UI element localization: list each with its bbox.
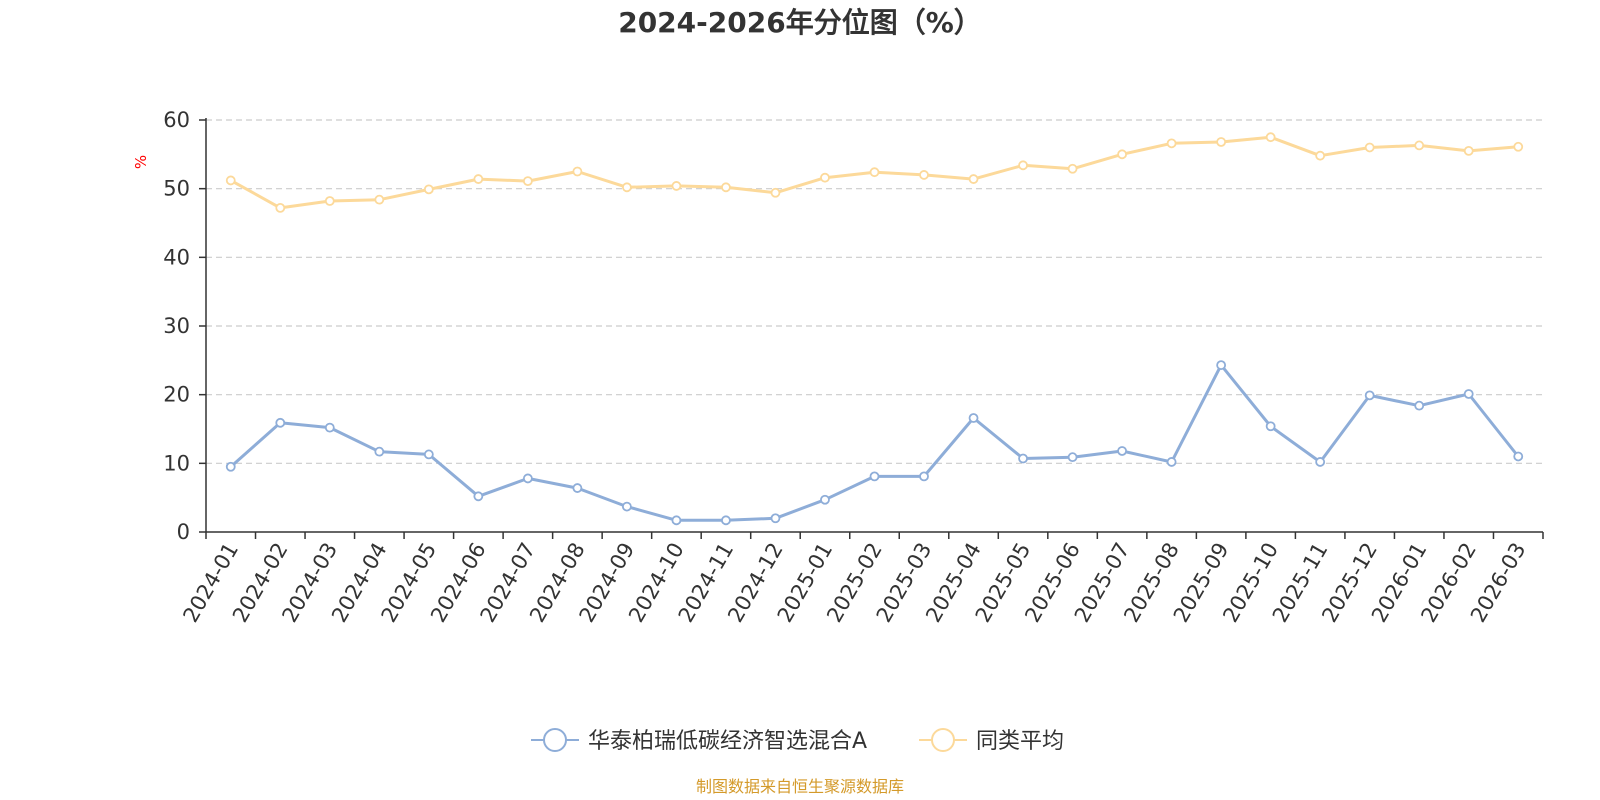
series-1-point[interactable]: [770, 187, 781, 198]
series-1-point[interactable]: [473, 174, 484, 184]
axes: 01020304050602024-012024-022024-032024-0…: [163, 108, 1544, 626]
series-1-point[interactable]: [1513, 141, 1524, 152]
series-0-point[interactable]: [1117, 446, 1127, 456]
series-1-point[interactable]: [671, 181, 682, 191]
series-1-point[interactable]: [423, 184, 434, 195]
series-1-point[interactable]: [1166, 138, 1177, 149]
y-tick-label: 0: [177, 520, 190, 544]
series-0-point[interactable]: [1018, 453, 1028, 464]
series-0-point[interactable]: [721, 515, 731, 526]
series-1-point[interactable]: [324, 196, 335, 206]
series-0-point[interactable]: [1513, 451, 1524, 462]
legend-series-0-marker: [543, 728, 567, 752]
series-0-point[interactable]: [423, 449, 434, 460]
series-1-point[interactable]: [1018, 160, 1028, 171]
series-0-point[interactable]: [275, 417, 286, 428]
series-1-point[interactable]: [225, 175, 236, 186]
series-0-point[interactable]: [919, 471, 929, 482]
y-tick-label: 30: [163, 314, 190, 338]
y-tick-label: 20: [163, 383, 190, 407]
y-tick-label: 60: [163, 108, 190, 132]
series-0-point[interactable]: [622, 501, 632, 512]
series-0-point[interactable]: [374, 446, 385, 457]
series-0-point[interactable]: [1216, 360, 1227, 371]
series-lines: [225, 132, 1524, 526]
series-0-point[interactable]: [1364, 390, 1375, 401]
series-1-point[interactable]: [1067, 163, 1078, 174]
series-1-point[interactable]: [721, 182, 731, 193]
series-1-point[interactable]: [622, 182, 632, 193]
series-0-point[interactable]: [1166, 457, 1177, 467]
series-1-point[interactable]: [820, 172, 830, 183]
series-1-point[interactable]: [1117, 149, 1127, 160]
series-1-point[interactable]: [522, 176, 533, 187]
series-0-point[interactable]: [324, 422, 335, 433]
series-0-point[interactable]: [1315, 457, 1326, 467]
series-1-point[interactable]: [968, 174, 979, 184]
series-0-point[interactable]: [770, 513, 781, 524]
series-0-point[interactable]: [1067, 452, 1078, 463]
y-axis-unit-label: %: [132, 155, 150, 169]
legend-series-1-label: 同类平均: [976, 729, 1064, 754]
series-0-point[interactable]: [671, 515, 682, 526]
series-0-point[interactable]: [473, 491, 484, 502]
series-0-point[interactable]: [820, 494, 830, 505]
series-0-point[interactable]: [572, 483, 583, 493]
series-1-point[interactable]: [1463, 145, 1474, 156]
chart-title: 2024-2026年分位图（%）: [618, 6, 982, 39]
series-1-point[interactable]: [275, 202, 286, 213]
series-0-point[interactable]: [1414, 400, 1425, 411]
legend-item-series-0[interactable]: 华泰柏瑞低碳经济智选混合A: [531, 728, 867, 754]
legend: 华泰柏瑞低碳经济智选混合A 同类平均: [531, 728, 1064, 754]
y-tick-label: 50: [163, 177, 190, 201]
series-0-line: [229, 363, 1520, 522]
y-tick-label: 10: [163, 451, 190, 475]
data-source-note: 制图数据来自恒生聚源数据库: [696, 777, 904, 796]
series-1-point[interactable]: [919, 170, 929, 180]
series-1-point[interactable]: [1265, 132, 1276, 143]
legend-series-0-label: 华泰柏瑞低碳经济智选混合A: [588, 729, 867, 754]
series-1-point[interactable]: [1216, 137, 1227, 147]
legend-series-1-marker: [931, 728, 955, 752]
series-1-point[interactable]: [869, 167, 880, 178]
series-0-point[interactable]: [1463, 389, 1474, 399]
series-0-point[interactable]: [869, 471, 880, 482]
series-0-point[interactable]: [225, 461, 236, 472]
y-tick-label: 40: [163, 245, 190, 269]
series-0-point[interactable]: [522, 473, 533, 484]
legend-item-series-1[interactable]: 同类平均: [919, 728, 1064, 754]
series-0-point[interactable]: [1265, 421, 1276, 432]
series-1-point[interactable]: [1414, 140, 1425, 151]
series-1-point[interactable]: [572, 166, 583, 177]
series-1-point[interactable]: [1364, 142, 1375, 153]
series-0-point[interactable]: [968, 413, 979, 423]
series-1-point[interactable]: [1315, 150, 1326, 161]
series-1-point[interactable]: [374, 194, 385, 205]
